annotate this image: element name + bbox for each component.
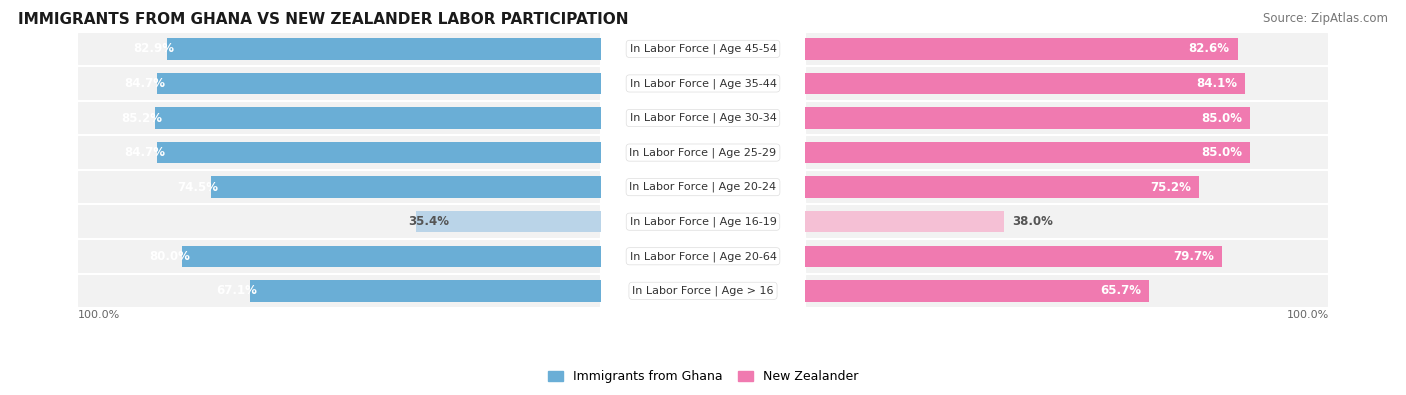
Text: In Labor Force | Age 20-64: In Labor Force | Age 20-64 [630, 251, 776, 261]
Text: In Labor Force | Age 16-19: In Labor Force | Age 16-19 [630, 216, 776, 227]
Text: 85.2%: 85.2% [122, 111, 163, 124]
Bar [806, 135, 1329, 170]
Text: 75.2%: 75.2% [1150, 181, 1191, 194]
Text: In Labor Force | Age 20-24: In Labor Force | Age 20-24 [630, 182, 776, 192]
Bar [806, 101, 1329, 135]
Bar [806, 142, 1250, 163]
Bar [806, 273, 1329, 308]
Text: 79.7%: 79.7% [1174, 250, 1215, 263]
Bar [806, 32, 1329, 66]
Text: 38.0%: 38.0% [1012, 215, 1053, 228]
Bar [806, 73, 1246, 94]
Bar [806, 66, 1329, 101]
Text: 67.1%: 67.1% [217, 284, 257, 297]
Text: Source: ZipAtlas.com: Source: ZipAtlas.com [1263, 12, 1388, 25]
Text: 65.7%: 65.7% [1099, 284, 1142, 297]
Bar [155, 107, 602, 129]
Bar [211, 177, 602, 198]
Text: In Labor Force | Age 45-54: In Labor Force | Age 45-54 [630, 43, 776, 54]
Legend: Immigrants from Ghana, New Zealander: Immigrants from Ghana, New Zealander [544, 366, 862, 387]
Bar [77, 239, 602, 273]
Bar [806, 170, 1329, 205]
Text: In Labor Force | Age 30-34: In Labor Force | Age 30-34 [630, 113, 776, 123]
Bar [806, 246, 1222, 267]
Text: 35.4%: 35.4% [408, 215, 449, 228]
Bar [806, 239, 1329, 273]
Bar [806, 211, 1004, 232]
Text: 82.6%: 82.6% [1188, 42, 1230, 55]
Bar [806, 205, 1329, 239]
Bar [806, 107, 1250, 129]
Bar [157, 73, 602, 94]
Bar [806, 177, 1199, 198]
Text: 84.1%: 84.1% [1197, 77, 1237, 90]
Text: 85.0%: 85.0% [1201, 111, 1243, 124]
Text: 100.0%: 100.0% [77, 310, 120, 320]
Text: In Labor Force | Age > 16: In Labor Force | Age > 16 [633, 286, 773, 296]
Bar [806, 38, 1237, 60]
Bar [77, 32, 602, 66]
Bar [77, 205, 602, 239]
Bar [77, 273, 602, 308]
Bar [77, 135, 602, 170]
Bar [250, 280, 602, 301]
Text: 84.7%: 84.7% [124, 146, 166, 159]
Bar [157, 142, 602, 163]
Text: In Labor Force | Age 25-29: In Labor Force | Age 25-29 [630, 147, 776, 158]
Text: In Labor Force | Age 35-44: In Labor Force | Age 35-44 [630, 78, 776, 89]
Bar [167, 38, 602, 60]
Text: 80.0%: 80.0% [149, 250, 190, 263]
Bar [183, 246, 602, 267]
Text: 100.0%: 100.0% [1286, 310, 1329, 320]
Bar [416, 211, 602, 232]
Bar [806, 280, 1149, 301]
Text: 84.7%: 84.7% [124, 77, 166, 90]
Text: 74.5%: 74.5% [177, 181, 219, 194]
Bar [77, 66, 602, 101]
Bar [77, 101, 602, 135]
Text: IMMIGRANTS FROM GHANA VS NEW ZEALANDER LABOR PARTICIPATION: IMMIGRANTS FROM GHANA VS NEW ZEALANDER L… [18, 12, 628, 27]
Text: 82.9%: 82.9% [134, 42, 174, 55]
Text: 85.0%: 85.0% [1201, 146, 1243, 159]
Bar [77, 170, 602, 205]
